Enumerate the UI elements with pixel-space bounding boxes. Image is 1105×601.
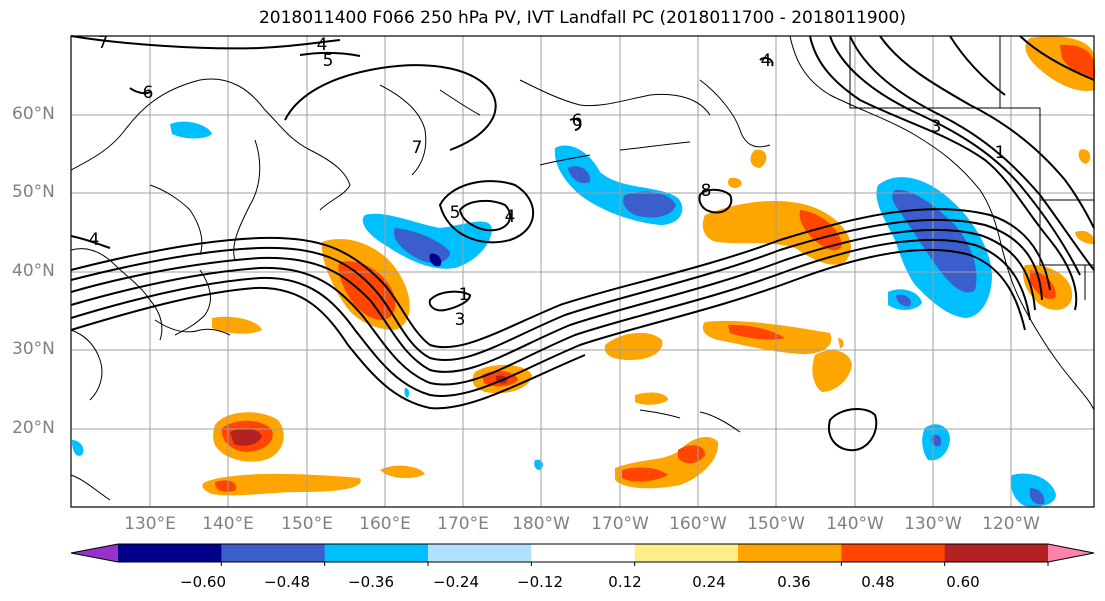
contour-label: 7 [98, 33, 109, 53]
colorbar-swatch [634, 544, 739, 562]
map-frame [70, 35, 1095, 508]
pv-shading-negative [72, 121, 1056, 507]
colorbar-tick-label: 0.12 [608, 573, 642, 591]
contour-label: 8 [701, 181, 712, 201]
colorbar-tick-label: 0.36 [777, 573, 811, 591]
contour-label: 5 [450, 203, 461, 223]
contour-label: 6 [572, 111, 583, 131]
contour-label: 7 [412, 138, 423, 158]
colorbar-swatch [944, 544, 1049, 562]
colorbar-tick-label: −0.24 [433, 573, 479, 591]
colorbar-extend-low [71, 544, 118, 562]
lat-label: 40°N [12, 261, 55, 281]
lon-label: 160°W [669, 514, 727, 534]
lon-label: 140°W [826, 514, 884, 534]
colorbar-tick-label: 0.48 [861, 573, 895, 591]
colorbar-swatch [841, 544, 946, 562]
lon-label: 150°W [747, 514, 805, 534]
contour-label: 4 [761, 51, 772, 71]
pv-shading-positive [202, 36, 1095, 496]
contour-label: 1 [995, 143, 1006, 163]
contour-label: 1 [459, 285, 470, 305]
colorbar-swatch [738, 544, 842, 562]
lon-label: 170°E [437, 514, 489, 534]
lon-label: 180°W [512, 514, 570, 534]
colorbar-extend-high [1048, 544, 1094, 562]
colorbar-swatch [324, 544, 429, 562]
pv-contours [70, 35, 1095, 452]
colorbar [70, 543, 1095, 566]
lon-label: 140°E [202, 514, 254, 534]
colorbar-tick-label: −0.36 [348, 573, 394, 591]
contour-label: 4 [89, 230, 100, 250]
contour-labels: 4 5 7 6 4 5 4 7 6 8 1 3 4 3 1 [89, 33, 1006, 330]
colorbar-tick-label: −0.60 [180, 573, 226, 591]
contour-label: 3 [931, 117, 942, 137]
colorbar-swatch [428, 544, 532, 562]
map-title: 2018011400 F066 250 hPa PV, IVT Landfall… [258, 8, 906, 28]
contour-label: 4 [317, 35, 328, 55]
contour-label: 5 [323, 51, 334, 71]
graticule [71, 36, 1094, 507]
lon-label: 120°W [982, 514, 1040, 534]
lon-label: 150°E [281, 514, 333, 534]
lat-label: 30°N [12, 339, 55, 359]
colorbar-swatch [221, 544, 326, 562]
lon-label: 170°W [591, 514, 649, 534]
contour-label: 3 [455, 310, 466, 330]
lat-label: 60°N [12, 104, 55, 124]
lon-label: 130°W [904, 514, 962, 534]
colorbar-tick-label: 0.60 [946, 573, 980, 591]
lat-label: 50°N [12, 182, 55, 202]
coastlines [70, 35, 1095, 501]
colorbar-tick-label: −0.12 [517, 573, 563, 591]
lon-label: 130°E [124, 514, 176, 534]
colorbar-swatch [531, 544, 636, 562]
contour-label: 6 [143, 83, 154, 103]
colorbar-swatch [118, 544, 222, 562]
lat-label: 20°N [12, 418, 55, 438]
contour-label: 4 [505, 207, 516, 227]
colorbar-outline [70, 543, 1095, 563]
colorbar-tick-label: 0.24 [692, 573, 726, 591]
lon-label: 160°E [359, 514, 411, 534]
colorbar-tick-label: −0.48 [264, 573, 310, 591]
